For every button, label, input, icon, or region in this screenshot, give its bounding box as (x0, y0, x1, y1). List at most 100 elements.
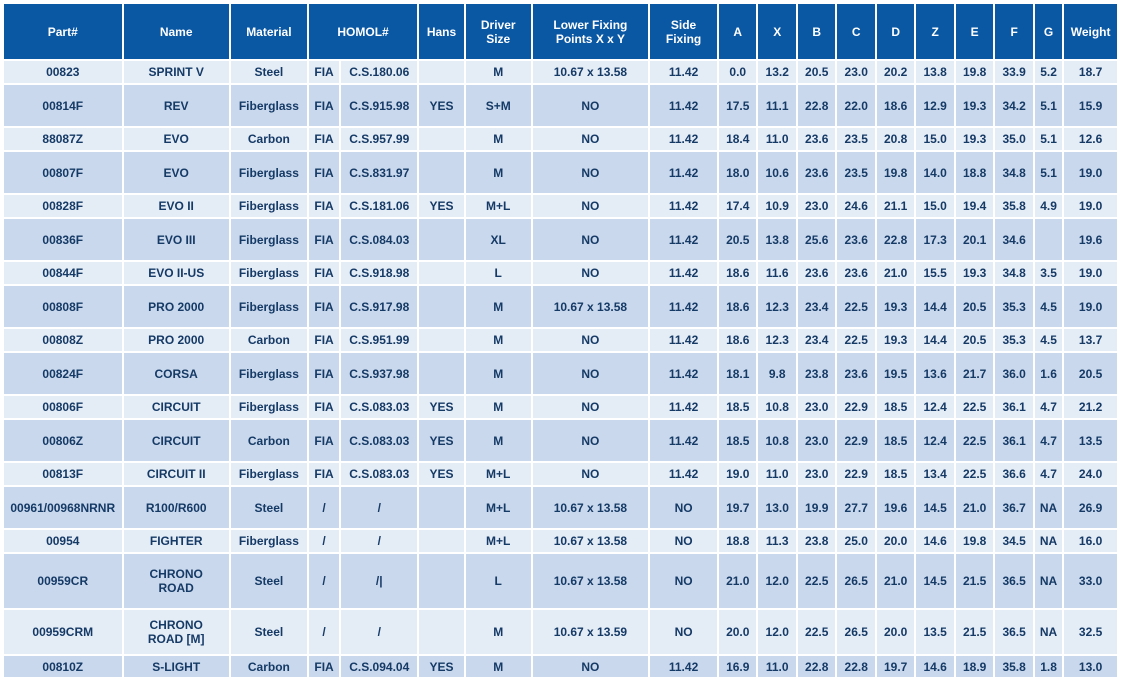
cell-x: 13.0 (758, 487, 796, 528)
header-b: B (797, 4, 836, 59)
cell-homol-body: FIA (308, 420, 340, 461)
cell-lower: 10.67 x 13.58 (532, 487, 649, 528)
cell-name: R100/R600 (123, 487, 229, 528)
cell-part: 00961/00968NRNR (4, 487, 122, 528)
cell-c: 22.8 (837, 656, 875, 677)
cell-a: 20.0 (719, 610, 757, 654)
cell-d: 18.6 (876, 85, 915, 126)
cell-d: 20.0 (876, 610, 915, 654)
cell-homol-num: C.S.937.98 (341, 353, 418, 394)
header-weight: Weight (1064, 4, 1117, 59)
cell-x: 10.8 (758, 420, 796, 461)
cell-g: 1.8 (1034, 656, 1063, 677)
cell-c: 27.7 (837, 487, 875, 528)
cell-e: 21.7 (955, 353, 994, 394)
header-g: G (1034, 4, 1063, 59)
cell-side: 11.42 (650, 262, 717, 284)
header-driver-size: Driver Size (465, 4, 531, 59)
cell-x: 13.2 (758, 61, 796, 83)
cell-e: 19.4 (955, 195, 994, 217)
cell-z: 14.4 (916, 286, 954, 327)
cell-weight: 13.5 (1064, 420, 1117, 461)
cell-b: 23.0 (797, 195, 836, 217)
cell-g: 4.5 (1034, 329, 1063, 351)
cell-b: 20.5 (797, 61, 836, 83)
cell-c: 23.0 (837, 61, 875, 83)
cell-hans: YES (419, 463, 464, 485)
cell-size: S+M (465, 85, 531, 126)
table-row: 00808F PRO 2000 Fiberglass FIA C.S.917.98 M 10… (4, 286, 1117, 327)
cell-d: 19.6 (876, 487, 915, 528)
cell-weight: 26.9 (1064, 487, 1117, 528)
cell-z: 13.8 (916, 61, 954, 83)
cell-homol-num: C.S.918.98 (341, 262, 418, 284)
cell-homol-num: C.S.084.03 (341, 219, 418, 260)
cell-a: 18.5 (719, 396, 757, 418)
cell-g: 5.2 (1034, 61, 1063, 83)
cell-part: 00807F (4, 152, 122, 193)
header-a: A (719, 4, 757, 59)
cell-homol-body: FIA (308, 656, 340, 677)
header-material: Material (230, 4, 307, 59)
cell-z: 12.4 (916, 396, 954, 418)
cell-e: 19.3 (955, 128, 994, 150)
cell-homol-num: /| (341, 554, 418, 608)
cell-homol-num: C.S.917.98 (341, 286, 418, 327)
cell-z: 12.4 (916, 420, 954, 461)
cell-homol-num: / (341, 487, 418, 528)
cell-size: L (465, 262, 531, 284)
cell-part: 00959CR (4, 554, 122, 608)
cell-x: 11.0 (758, 656, 796, 677)
cell-c: 22.9 (837, 463, 875, 485)
cell-side: 11.42 (650, 61, 717, 83)
cell-side: 11.42 (650, 195, 717, 217)
cell-c: 22.5 (837, 329, 875, 351)
cell-size: M (465, 353, 531, 394)
cell-z: 13.6 (916, 353, 954, 394)
cell-hans (419, 152, 464, 193)
cell-name: PRO 2000 (123, 286, 229, 327)
cell-material: Fiberglass (230, 463, 307, 485)
cell-e: 20.5 (955, 286, 994, 327)
cell-hans: YES (419, 420, 464, 461)
cell-material: Carbon (230, 128, 307, 150)
cell-part: 00806Z (4, 420, 122, 461)
cell-part: 00828F (4, 195, 122, 217)
cell-homol-body: / (308, 554, 340, 608)
cell-homol-body: FIA (308, 85, 340, 126)
cell-side: 11.42 (650, 329, 717, 351)
header-e: E (955, 4, 994, 59)
header-lower-fixing: Lower Fixing Points X x Y (532, 4, 649, 59)
cell-e: 21.5 (955, 554, 994, 608)
cell-material: Steel (230, 61, 307, 83)
cell-b: 23.0 (797, 396, 836, 418)
cell-homol-num: C.S.083.03 (341, 463, 418, 485)
cell-weight: 21.2 (1064, 396, 1117, 418)
cell-name: REV (123, 85, 229, 126)
cell-a: 18.6 (719, 329, 757, 351)
cell-c: 24.6 (837, 195, 875, 217)
cell-x: 10.9 (758, 195, 796, 217)
table-row: 00844F EVO II-US Fiberglass FIA C.S.918.98 L N… (4, 262, 1117, 284)
cell-c: 22.0 (837, 85, 875, 126)
cell-a: 0.0 (719, 61, 757, 83)
table-row: 00836F EVO III Fiberglass FIA C.S.084.03 XL NO… (4, 219, 1117, 260)
header-d: D (876, 4, 915, 59)
cell-a: 18.4 (719, 128, 757, 150)
cell-a: 18.1 (719, 353, 757, 394)
cell-size: M (465, 396, 531, 418)
cell-side: 11.42 (650, 656, 717, 677)
cell-d: 18.5 (876, 396, 915, 418)
cell-d: 18.5 (876, 463, 915, 485)
table-row: 00813F CIRCUIT II Fiberglass FIA C.S.083.03 Y… (4, 463, 1117, 485)
cell-e: 20.1 (955, 219, 994, 260)
cell-x: 13.8 (758, 219, 796, 260)
cell-c: 23.6 (837, 262, 875, 284)
cell-homol-body: FIA (308, 262, 340, 284)
cell-homol-num: C.S.831.97 (341, 152, 418, 193)
cell-weight: 32.5 (1064, 610, 1117, 654)
cell-e: 22.5 (955, 463, 994, 485)
cell-d: 19.7 (876, 656, 915, 677)
cell-f: 33.9 (995, 61, 1033, 83)
cell-name: FIGHTER (123, 530, 229, 552)
